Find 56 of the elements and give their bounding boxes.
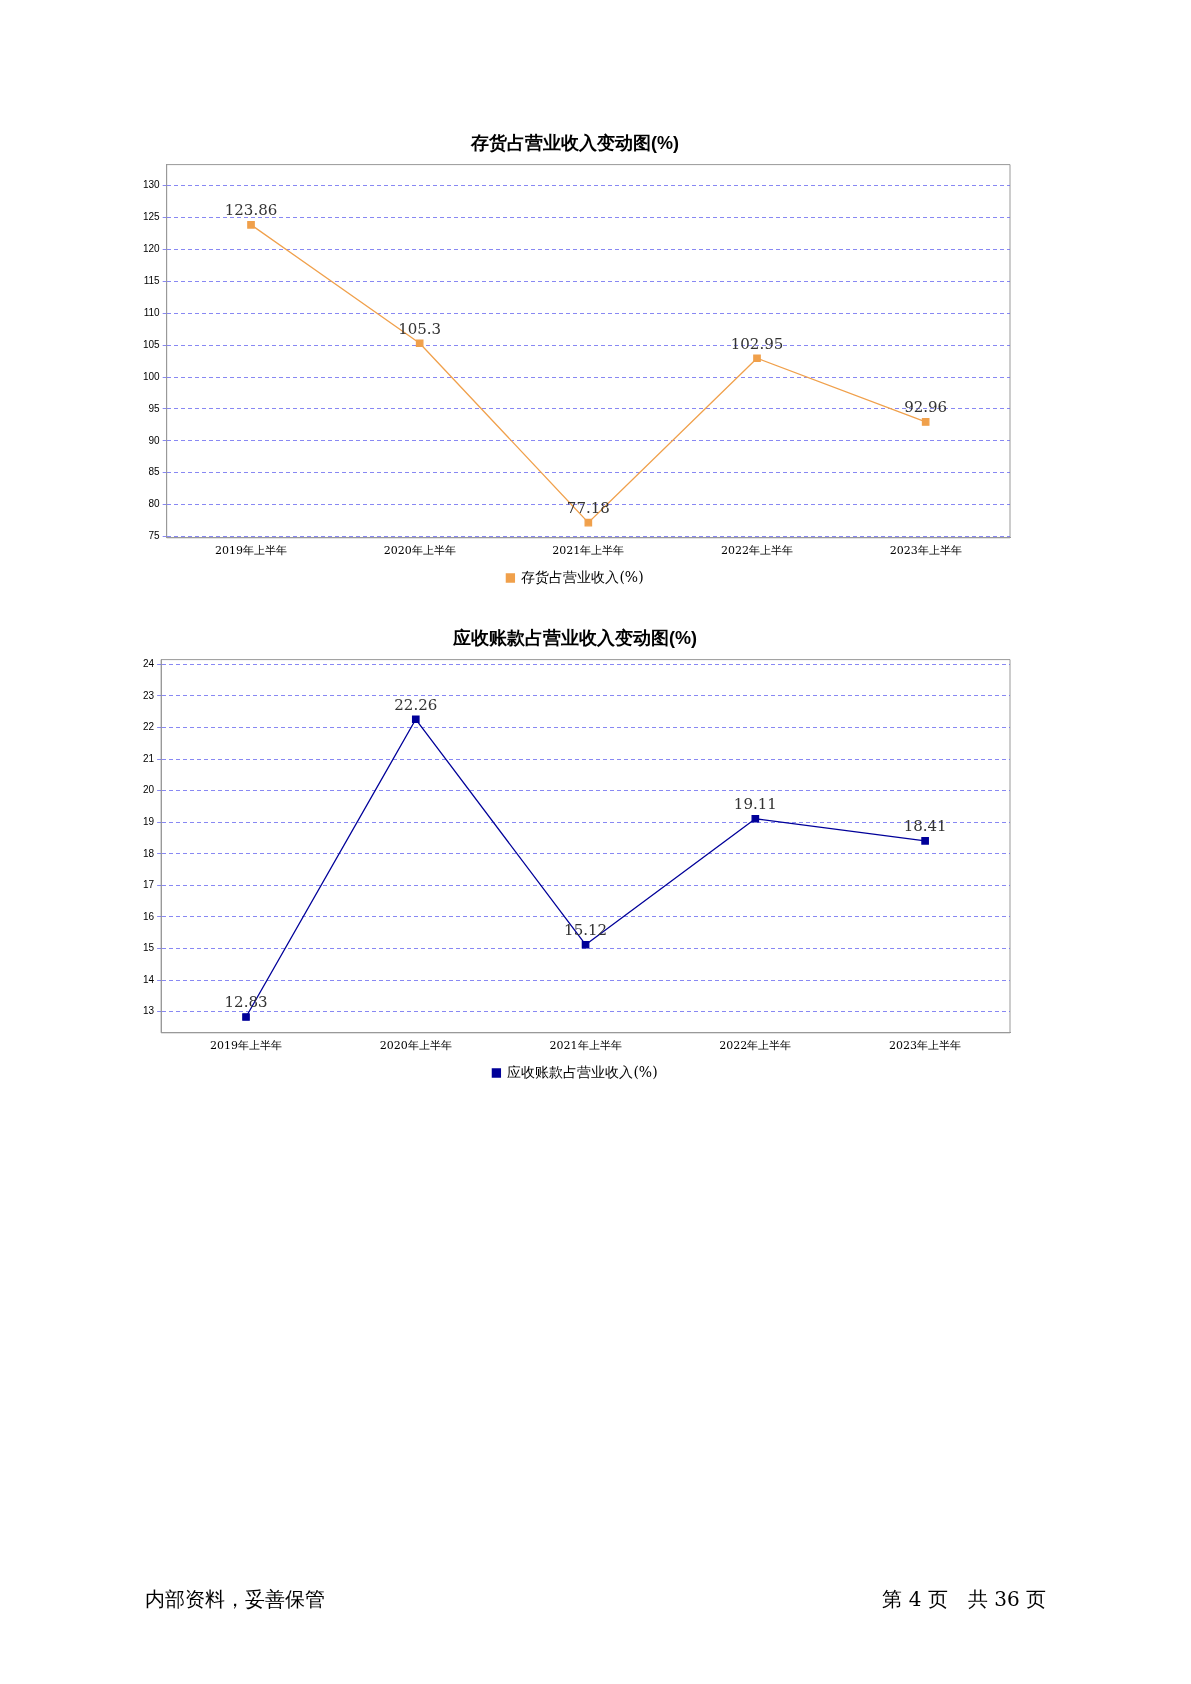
text: 内部资料，妥善保管 — [145, 1586, 325, 1613]
x-tick-label: 2023年上半年 — [889, 544, 962, 558]
data-label: 123.86 — [224, 201, 278, 220]
y-tick-label: 23 — [143, 689, 155, 701]
y-tick-label: 14 — [143, 973, 155, 985]
x-tick-label: 2021年上半年 — [549, 1039, 622, 1053]
y-tick-label: 18 — [143, 847, 155, 859]
chart-title: 应收账款占营业收入变动图(%) — [452, 627, 697, 648]
x-tick-label: 2019年上半年 — [215, 544, 288, 558]
point — [415, 339, 424, 348]
y-tick-label: 24 — [143, 658, 155, 670]
point — [751, 814, 760, 823]
legend-label: 应收账款占营业收入(%) — [507, 1063, 658, 1080]
point — [921, 418, 930, 426]
x-tick-label: 2021年上半年 — [552, 544, 625, 558]
data-label: 22.26 — [394, 695, 438, 714]
point — [242, 1013, 250, 1021]
point — [247, 220, 255, 229]
data-label: 19.11 — [733, 795, 777, 814]
y-tick-label: 19 — [143, 815, 155, 827]
y-tick-label: 75 — [148, 530, 161, 542]
x-tick-label: 2022年上半年 — [719, 1039, 792, 1053]
y-tick-label: 13 — [143, 1005, 155, 1017]
y-tick-label: 85 — [148, 466, 161, 478]
y-tick-label: 16 — [143, 910, 155, 922]
point — [921, 837, 929, 845]
y-tick-label: 110 — [143, 306, 161, 318]
y-tick-label: 90 — [148, 434, 161, 446]
y-tick-label: 120 — [143, 243, 161, 255]
text: 第 4 页 共 36 页 — [882, 1586, 1046, 1613]
x-tick-label: 2019年上半年 — [210, 1039, 283, 1053]
y-tick-label: 125 — [143, 211, 161, 223]
y-tick-label: 100 — [143, 370, 161, 382]
y-tick-label: 115 — [143, 275, 161, 287]
chart-title: 存货占营业收入变动图(%) — [470, 132, 679, 153]
x-tick-label: 2020年上半年 — [379, 1039, 452, 1053]
y-tick-label: 20 — [143, 784, 155, 796]
y-tick-label: 22 — [143, 721, 155, 733]
point — [753, 354, 761, 363]
y-tick-label: 21 — [143, 752, 155, 764]
y-tick-label: 95 — [148, 402, 161, 414]
y-tick-label: 80 — [148, 498, 161, 510]
y-tick-label: 130 — [143, 179, 161, 191]
data-label: 92.96 — [904, 398, 948, 417]
x-tick-label: 2022年上半年 — [721, 544, 794, 558]
y-tick-label: 105 — [143, 338, 161, 350]
x-tick-label: 2020年上半年 — [383, 544, 456, 558]
point — [581, 940, 590, 949]
data-label: 18.41 — [903, 817, 947, 836]
data-label: 102.95 — [730, 334, 784, 353]
y-tick-label: 17 — [143, 879, 155, 891]
y-tick-label: 15 — [143, 942, 155, 954]
x-tick-label: 2023年上半年 — [889, 1039, 962, 1053]
legend-label: 存货占营业收入(%) — [521, 568, 644, 585]
data-label: 105.3 — [398, 319, 442, 338]
point — [411, 715, 420, 724]
